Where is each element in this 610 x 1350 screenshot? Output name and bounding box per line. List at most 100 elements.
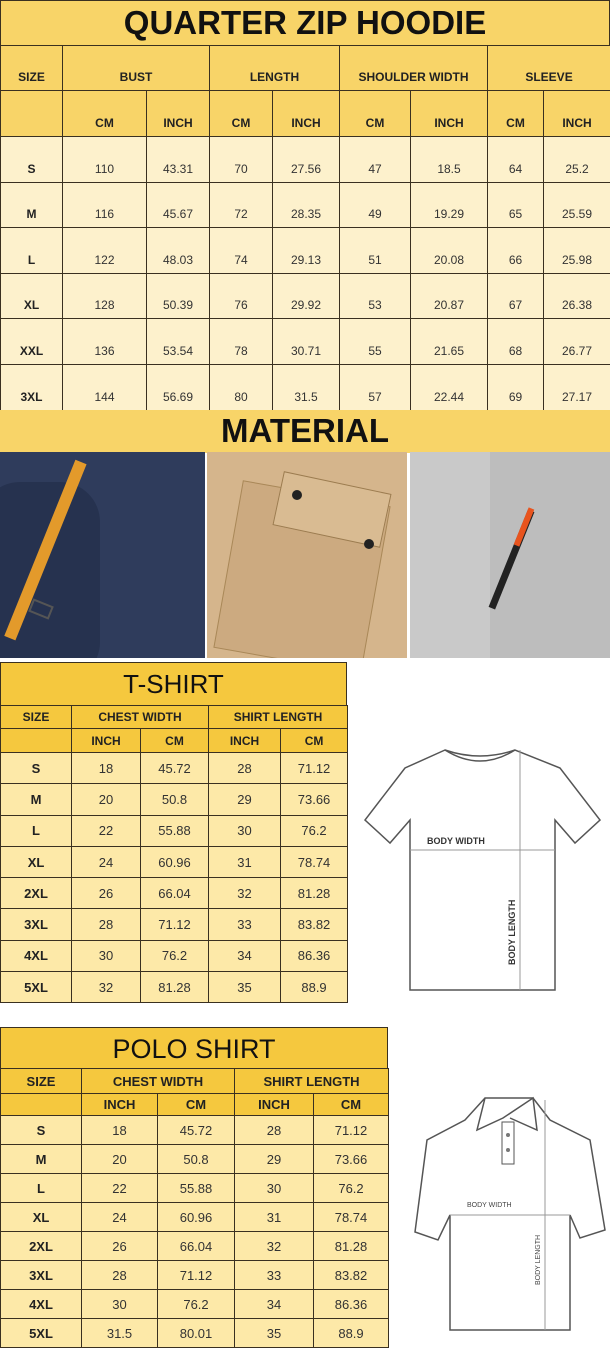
size-label: L xyxy=(0,227,63,274)
table-cell: 110 xyxy=(62,136,147,183)
table-row: S 18 45.72 28 71.12 xyxy=(0,751,349,785)
size-label: 5XL xyxy=(0,971,72,1004)
table-cell: 30 xyxy=(81,1289,158,1319)
table-row: 3XL 28 71.12 33 83.82 xyxy=(0,908,349,941)
unit-header: INCH xyxy=(208,728,282,753)
polo-title: POLO SHIRT xyxy=(0,1027,388,1069)
hoodie-title: QUARTER ZIP HOODIE xyxy=(0,0,610,46)
size-label: XL xyxy=(0,272,63,320)
polo-size-table: SIZE CHEST WIDTH SHIRT LENGTH INCH CM INCH CM S… xyxy=(0,1068,389,1348)
table-cell: 76 xyxy=(209,272,274,320)
table-cell: 53.54 xyxy=(145,318,211,365)
table-cell: 45.72 xyxy=(139,751,210,785)
table-cell: 116 xyxy=(62,181,147,229)
table-cell: 26.38 xyxy=(543,272,610,320)
table-cell: 71.12 xyxy=(139,908,210,941)
table-cell: 26 xyxy=(81,1231,158,1261)
table-cell: 34 xyxy=(208,939,282,973)
table-row: 2XL 26 66.04 32 81.28 xyxy=(0,1231,389,1261)
table-row: 3XL 144 56.69 80 31.5 57 22.44 69 27.17 xyxy=(0,363,610,411)
polo-body-width-label: BODY WIDTH xyxy=(467,1202,512,1209)
column-group-header: SHOULDER WIDTH xyxy=(339,45,489,91)
table-cell: 26.77 xyxy=(543,318,610,365)
table-cell: 57 xyxy=(339,363,412,411)
size-header: SIZE xyxy=(0,705,72,729)
table-cell: 76.2 xyxy=(139,939,210,973)
unit-row: INCH CM INCH CM xyxy=(0,728,349,753)
table-cell: 65 xyxy=(487,181,545,229)
table-cell: 81.28 xyxy=(313,1231,389,1261)
table-cell: 71.12 xyxy=(313,1115,389,1145)
table-cell: 72 xyxy=(209,181,274,229)
size-unit-blank xyxy=(0,90,63,137)
table-cell: 66.04 xyxy=(139,877,210,910)
size-label: XL xyxy=(0,845,72,879)
table-cell: 88.9 xyxy=(280,971,349,1004)
unit-row: CM INCH CM INCH CM INCH CM INCH xyxy=(0,90,610,137)
table-cell: 30.71 xyxy=(272,318,341,365)
table-cell: 78 xyxy=(209,318,274,365)
table-cell: 18 xyxy=(81,1115,158,1145)
table-row: 4XL 30 76.2 34 86.36 xyxy=(0,939,349,973)
table-cell: 56.69 xyxy=(145,363,211,411)
table-cell: 20.87 xyxy=(410,272,489,320)
table-cell: 20.08 xyxy=(410,227,489,274)
table-cell: 66 xyxy=(487,227,545,274)
table-row: 5XL 32 81.28 35 88.9 xyxy=(0,971,349,1004)
table-cell: 73.66 xyxy=(313,1144,389,1174)
table-cell: 18.5 xyxy=(410,136,489,183)
table-cell: 29 xyxy=(208,783,282,816)
size-unit-blank xyxy=(0,1093,82,1116)
table-cell: 71.12 xyxy=(280,751,349,785)
unit-header: CM xyxy=(62,90,147,137)
table-row: S 18 45.72 28 71.12 xyxy=(0,1115,389,1145)
size-label: XL xyxy=(0,1202,82,1232)
table-cell: 80 xyxy=(209,363,274,411)
table-cell: 66.04 xyxy=(157,1231,235,1261)
table-cell: 33 xyxy=(234,1260,314,1290)
table-cell: 48.03 xyxy=(145,227,211,274)
table-cell: 80.01 xyxy=(157,1318,235,1348)
table-cell: 22 xyxy=(81,1173,158,1203)
size-label: L xyxy=(0,814,72,847)
unit-header: CM xyxy=(209,90,274,137)
column-group-header: BUST xyxy=(61,45,211,91)
size-label: 3XL xyxy=(0,908,72,941)
table-row: M 116 45.67 72 28.35 49 19.29 65 25.59 xyxy=(0,181,610,229)
table-cell: 64 xyxy=(487,136,545,183)
table-cell: 32 xyxy=(71,971,141,1004)
table-cell: 27.17 xyxy=(543,363,610,411)
table-row: M 20 50.8 29 73.66 xyxy=(0,1144,389,1174)
table-cell: 76.2 xyxy=(313,1173,389,1203)
size-label: S xyxy=(0,751,72,785)
table-cell: 81.28 xyxy=(280,877,349,910)
polo-body-length-label: BODY LENGTH xyxy=(535,1235,542,1285)
size-label: 4XL xyxy=(0,939,72,973)
unit-header: CM xyxy=(313,1093,389,1116)
table-cell: 27.56 xyxy=(272,136,341,183)
tshirt-diagram: BODY WIDTH BODY LENGTH xyxy=(363,749,602,991)
unit-header: INCH xyxy=(234,1093,314,1116)
column-group-header: SLEEVE xyxy=(487,45,610,91)
table-cell: 18 xyxy=(71,751,141,785)
table-cell: 76.2 xyxy=(157,1289,235,1319)
table-cell: 29 xyxy=(234,1144,314,1174)
table-cell: 128 xyxy=(62,272,147,320)
table-cell: 20 xyxy=(71,783,141,816)
tan-fabric-photo xyxy=(207,452,407,658)
table-row: M 20 50.8 29 73.66 xyxy=(0,783,349,816)
header-row: SIZE BUST LENGTH SHOULDER WIDTH SLEEVE xyxy=(0,45,610,91)
table-cell: 31.5 xyxy=(272,363,341,411)
size-label: M xyxy=(0,181,63,229)
size-label: S xyxy=(0,136,63,183)
table-cell: 19.29 xyxy=(410,181,489,229)
table-cell: 78.74 xyxy=(313,1202,389,1232)
tshirt-size-table: SIZE CHEST WIDTH SHIRT LENGTH INCH CM INCH CM S… xyxy=(0,705,349,1004)
table-cell: 25.2 xyxy=(543,136,610,183)
table-cell: 76.2 xyxy=(280,814,349,847)
column-group-header: CHEST WIDTH xyxy=(81,1068,235,1094)
column-group-header: LENGTH xyxy=(209,45,341,91)
table-cell: 24 xyxy=(81,1202,158,1232)
gray-fabric-photo xyxy=(410,452,610,658)
column-group-header: SHIRT LENGTH xyxy=(208,705,349,729)
